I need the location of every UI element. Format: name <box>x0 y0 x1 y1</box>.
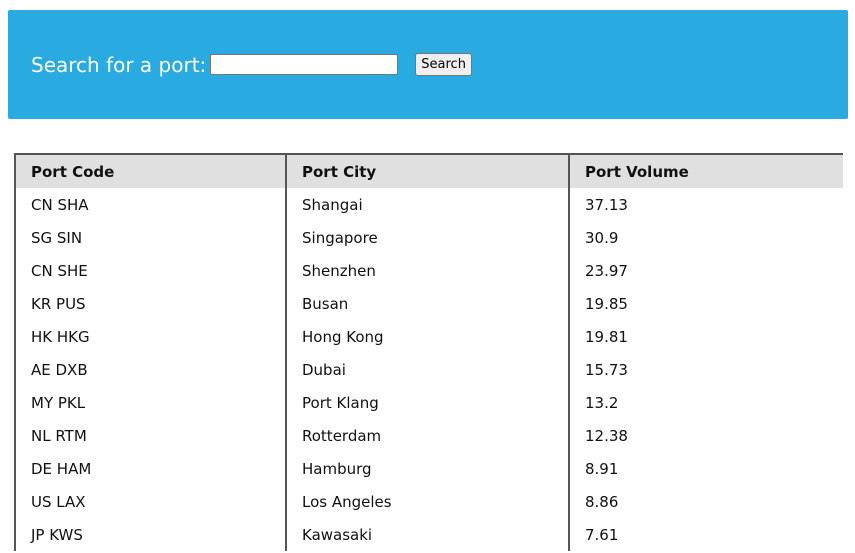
port-code-cell: DE HAM <box>14 452 287 485</box>
table-row: MY PKL Port Klang 13.2 <box>14 386 843 419</box>
port-code-cell: JP KWS <box>14 518 287 551</box>
port-city-cell: Busan <box>285 287 570 320</box>
port-city-cell: Shangai <box>285 188 570 221</box>
port-volume-cell: 30.9 <box>568 221 843 254</box>
port-volume-cell: 19.85 <box>568 287 843 320</box>
table-header: Port Code Port City Port Volume <box>14 154 843 188</box>
column-header-port-city: Port City <box>285 154 570 188</box>
port-code-cell: CN SHA <box>14 188 287 221</box>
port-volume-cell: 7.61 <box>568 518 843 551</box>
port-table-container: Port Code Port City Port Volume CN SHA S… <box>14 153 843 553</box>
table-row: US LAX Los Angeles 8.86 <box>14 485 843 518</box>
port-city-cell: Singapore <box>285 221 570 254</box>
port-code-cell: KR PUS <box>14 287 287 320</box>
table-row: CN SHA Shangai 37.13 <box>14 188 843 221</box>
port-code-cell: CN SHE <box>14 254 287 287</box>
table-row: DE HAM Hamburg 8.91 <box>14 452 843 485</box>
port-city-cell: Hamburg <box>285 452 570 485</box>
table-row: NL RTM Rotterdam 12.38 <box>14 419 843 452</box>
port-volume-cell: 12.38 <box>568 419 843 452</box>
port-volume-cell: 8.91 <box>568 452 843 485</box>
table-row: AE DXB Dubai 15.73 <box>14 353 843 386</box>
port-volume-cell: 19.81 <box>568 320 843 353</box>
port-city-cell: Port Klang <box>285 386 570 419</box>
table-body: CN SHA Shangai 37.13 SG SIN Singapore 30… <box>14 188 843 551</box>
port-volume-cell: 23.97 <box>568 254 843 287</box>
table-row: JP KWS Kawasaki 7.61 <box>14 518 843 551</box>
port-volume-cell: 13.2 <box>568 386 843 419</box>
port-city-cell: Dubai <box>285 353 570 386</box>
search-label: Search for a port: <box>31 52 207 77</box>
port-volume-cell: 37.13 <box>568 188 843 221</box>
port-search-input[interactable] <box>210 54 399 75</box>
port-city-cell: Rotterdam <box>285 419 570 452</box>
port-code-cell: SG SIN <box>14 221 287 254</box>
table-row: SG SIN Singapore 30.9 <box>14 221 843 254</box>
table-header-row: Port Code Port City Port Volume <box>14 154 843 188</box>
port-city-cell: Hong Kong <box>285 320 570 353</box>
port-city-cell: Los Angeles <box>285 485 570 518</box>
search-button[interactable]: Search <box>415 53 472 76</box>
port-city-cell: Kawasaki <box>285 518 570 551</box>
port-city-cell: Shenzhen <box>285 254 570 287</box>
table-row: KR PUS Busan 19.85 <box>14 287 843 320</box>
port-volume-cell: 15.73 <box>568 353 843 386</box>
search-banner: Search for a port: Search <box>8 10 848 119</box>
port-code-cell: US LAX <box>14 485 287 518</box>
port-table: Port Code Port City Port Volume CN SHA S… <box>14 153 843 551</box>
port-volume-cell: 8.86 <box>568 485 843 518</box>
port-code-cell: AE DXB <box>14 353 287 386</box>
port-code-cell: NL RTM <box>14 419 287 452</box>
column-header-port-volume: Port Volume <box>568 154 843 188</box>
port-code-cell: HK HKG <box>14 320 287 353</box>
column-header-port-code: Port Code <box>14 154 287 188</box>
table-row: HK HKG Hong Kong 19.81 <box>14 320 843 353</box>
port-code-cell: MY PKL <box>14 386 287 419</box>
table-row: CN SHE Shenzhen 23.97 <box>14 254 843 287</box>
